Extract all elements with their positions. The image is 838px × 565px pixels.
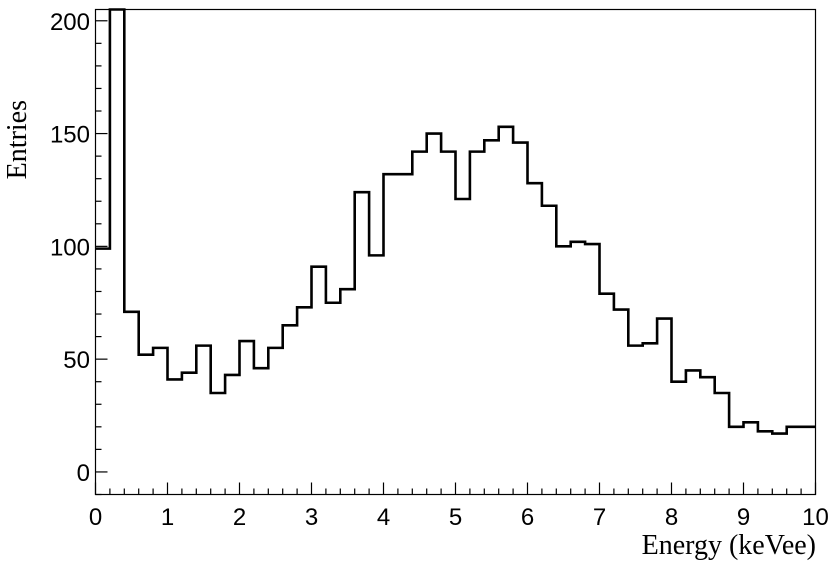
x-axis: 0 1 2 3 4 5 6 7 8 9 10 — [89, 482, 829, 531]
y-axis: 0 50 100 150 200 — [50, 9, 108, 496]
y-tick-label: 200 — [50, 9, 90, 36]
x-tick-label: 9 — [737, 504, 750, 531]
y-tick-label: 50 — [63, 347, 90, 374]
y-tick-label: 150 — [50, 122, 90, 149]
x-tick-label: 6 — [521, 504, 534, 531]
x-tick-label: 1 — [161, 504, 174, 531]
histogram-series — [95, 8, 816, 435]
x-tick-label: 2 — [233, 504, 246, 531]
x-tick-label: 3 — [305, 504, 318, 531]
x-tick-label: 5 — [449, 504, 462, 531]
plot-frame — [94, 8, 817, 496]
x-axis-title: Energy (keVee) — [642, 530, 816, 561]
x-tick-label: 8 — [665, 504, 678, 531]
x-tick-label: 4 — [377, 504, 390, 531]
x-tick-label: 0 — [89, 504, 102, 531]
y-tick-label: 0 — [77, 460, 90, 487]
y-axis-title: Entries — [2, 100, 33, 179]
x-tick-label: 7 — [593, 504, 606, 531]
x-tick-label: 10 — [802, 504, 829, 531]
y-tick-label: 100 — [50, 234, 90, 261]
